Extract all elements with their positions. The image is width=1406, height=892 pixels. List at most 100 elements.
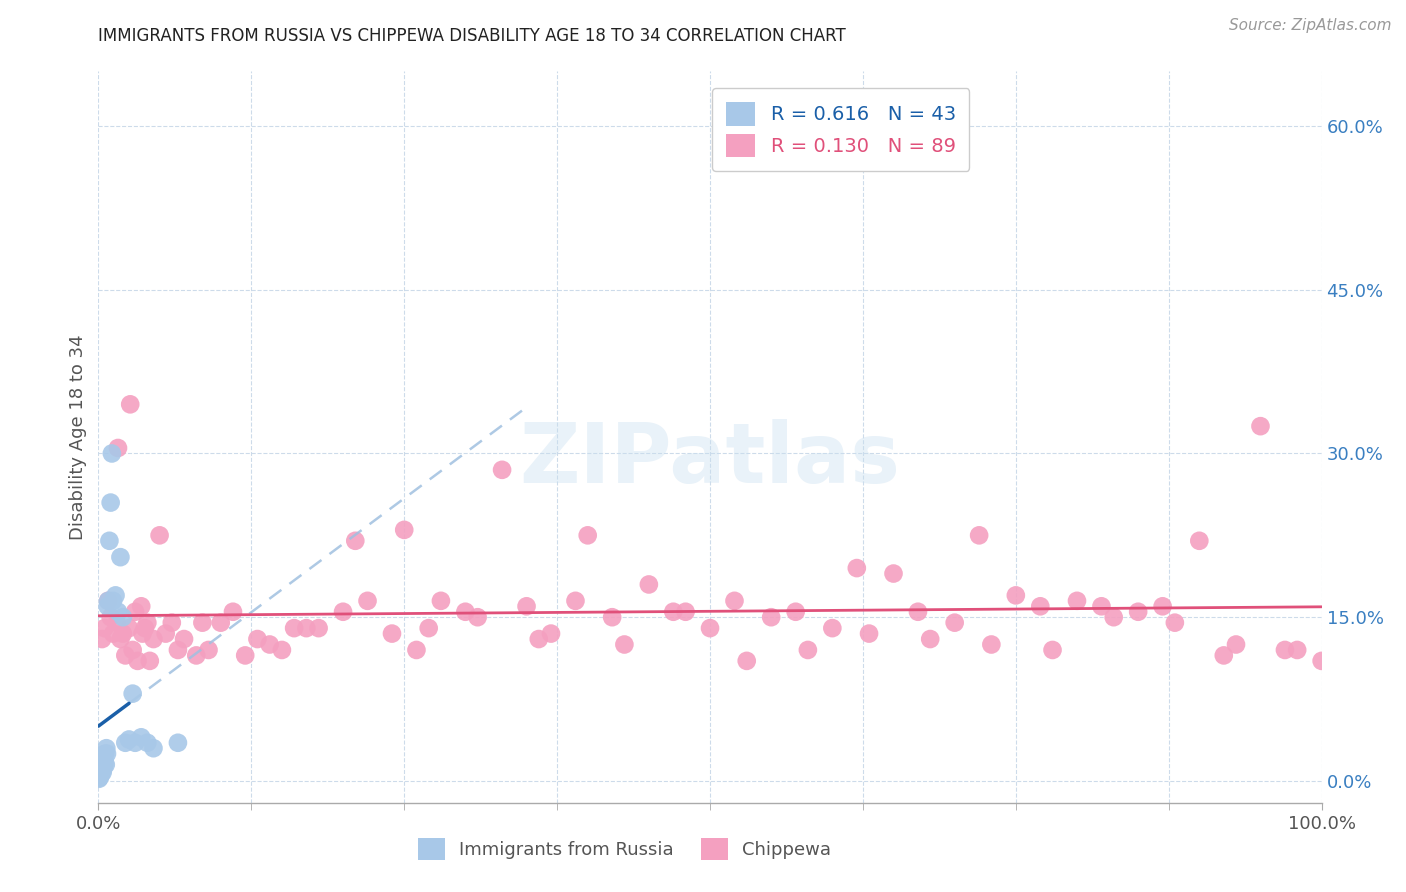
Point: [222, 605, 245, 619]
Point: [1090, 599, 1112, 614]
Point: [90, 768, 112, 782]
Text: IMMIGRANTS FROM RUSSIA VS CHIPPEWA DISABILITY AGE 18 TO 34 CORRELATION CHART: IMMIGRANTS FROM RUSSIA VS CHIPPEWA DISAB…: [98, 27, 846, 45]
Point: [613, 638, 636, 652]
Point: [91, 754, 114, 768]
Point: [97, 594, 120, 608]
Point: [91, 760, 114, 774]
Point: [675, 605, 697, 619]
Point: [136, 615, 159, 630]
Point: [167, 736, 190, 750]
Point: [129, 599, 152, 614]
Point: [124, 736, 146, 750]
Point: [107, 441, 129, 455]
Point: [883, 566, 905, 581]
Point: [1102, 610, 1125, 624]
Point: [1066, 594, 1088, 608]
Point: [637, 577, 661, 591]
Text: ZIPatlas: ZIPatlas: [520, 418, 900, 500]
Point: [1225, 638, 1247, 652]
Point: [89, 768, 111, 782]
Point: [907, 605, 929, 619]
Point: [430, 594, 453, 608]
Point: [149, 528, 172, 542]
Point: [104, 588, 127, 602]
Point: [90, 764, 112, 779]
Point: [155, 626, 177, 640]
Point: [100, 610, 122, 624]
Point: [259, 638, 281, 652]
Point: [167, 643, 190, 657]
Point: [89, 770, 111, 784]
Point: [96, 747, 118, 761]
Point: [308, 621, 330, 635]
Point: [600, 610, 623, 624]
Point: [114, 648, 136, 663]
Point: [332, 605, 354, 619]
Point: [129, 731, 152, 745]
Point: [94, 747, 117, 761]
Point: [662, 605, 685, 619]
Point: [91, 763, 114, 777]
Point: [186, 648, 208, 663]
Point: [564, 594, 586, 608]
Point: [136, 736, 159, 750]
Point: [197, 643, 219, 657]
Point: [111, 626, 134, 640]
Point: [89, 766, 111, 780]
Point: [120, 397, 142, 411]
Point: [1029, 599, 1052, 614]
Point: [124, 605, 146, 619]
Point: [139, 654, 162, 668]
Point: [761, 610, 783, 624]
Point: [1310, 654, 1333, 668]
Point: [142, 741, 165, 756]
Point: [405, 643, 427, 657]
Point: [540, 626, 562, 640]
Point: [858, 626, 880, 640]
Point: [233, 648, 256, 663]
Point: [967, 528, 990, 542]
Point: [1152, 599, 1174, 614]
Point: [93, 752, 115, 766]
Legend: Immigrants from Russia, Chippewa: Immigrants from Russia, Chippewa: [411, 830, 838, 867]
Point: [90, 761, 112, 775]
Point: [101, 626, 124, 640]
Point: [1128, 605, 1150, 619]
Point: [121, 687, 143, 701]
Point: [101, 446, 124, 460]
Point: [91, 757, 114, 772]
Point: [100, 495, 122, 509]
Point: [1188, 533, 1211, 548]
Point: [127, 654, 149, 668]
Point: [98, 533, 121, 548]
Point: [295, 621, 318, 635]
Point: [845, 561, 868, 575]
Point: [97, 594, 120, 608]
Point: [96, 741, 118, 756]
Point: [699, 621, 721, 635]
Point: [1042, 643, 1064, 657]
Point: [392, 523, 416, 537]
Point: [97, 599, 120, 614]
Point: [1164, 615, 1187, 630]
Point: [980, 638, 1002, 652]
Point: [94, 757, 117, 772]
Point: [114, 736, 136, 750]
Point: [110, 632, 132, 646]
Point: [344, 533, 367, 548]
Point: [118, 621, 141, 635]
Point: [91, 765, 114, 780]
Point: [1004, 588, 1026, 602]
Point: [91, 632, 114, 646]
Point: [516, 599, 538, 614]
Point: [491, 463, 513, 477]
Point: [283, 621, 305, 635]
Point: [576, 528, 599, 542]
Point: [110, 550, 132, 565]
Point: [356, 594, 378, 608]
Point: [209, 615, 232, 630]
Point: [111, 610, 134, 624]
Point: [270, 643, 294, 657]
Point: [93, 761, 115, 775]
Point: [735, 654, 758, 668]
